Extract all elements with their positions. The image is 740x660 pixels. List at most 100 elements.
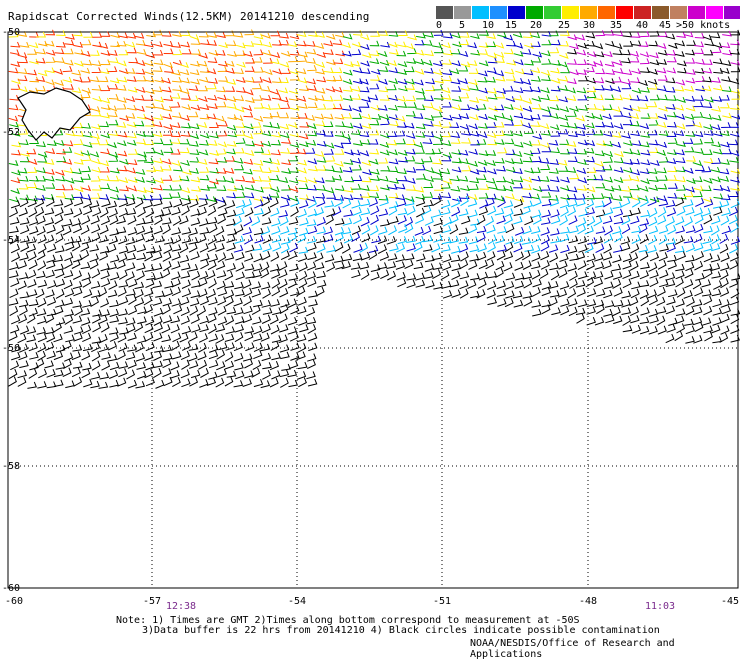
wind-barb <box>127 48 136 53</box>
wind-barb <box>461 138 470 143</box>
wind-barb <box>666 334 674 343</box>
wind-barb <box>622 308 631 315</box>
wind-barb <box>245 150 254 155</box>
wind-barb <box>255 235 264 243</box>
wind-barb <box>452 96 461 101</box>
wind-barb <box>64 270 73 277</box>
wind-barb <box>414 142 423 147</box>
wind-barb <box>686 78 695 83</box>
wind-barb <box>416 94 425 99</box>
wind-barb <box>578 261 586 270</box>
wind-barb <box>488 298 497 305</box>
wind-barb <box>541 143 550 148</box>
wind-barb <box>145 362 153 370</box>
wind-barb <box>135 33 144 38</box>
wind-barb <box>101 271 109 279</box>
wind-barb <box>83 289 91 297</box>
wind-barb <box>37 327 46 334</box>
wind-barb <box>641 179 649 184</box>
wind-barb <box>380 114 389 119</box>
wind-barb <box>342 113 351 118</box>
wind-barb <box>325 143 334 148</box>
wind-barb <box>605 315 614 323</box>
wind-barb <box>424 272 433 279</box>
wind-barb <box>127 133 136 138</box>
wind-barb <box>200 227 209 234</box>
wind-barb <box>702 186 711 191</box>
wind-barb <box>92 361 100 371</box>
wind-barb <box>99 382 108 388</box>
wind-barb <box>136 263 145 271</box>
wind-barb <box>560 68 569 73</box>
wind-barb <box>461 196 469 206</box>
wind-barb <box>20 225 28 233</box>
wind-barb <box>218 306 226 315</box>
wind-barb <box>469 224 477 233</box>
wind-barb <box>218 142 226 147</box>
wind-barb <box>487 225 496 233</box>
wind-barb <box>252 317 261 324</box>
wind-barb <box>550 159 559 164</box>
wind-barb <box>380 133 389 138</box>
wind-barb <box>504 86 513 91</box>
wind-barb <box>729 244 737 253</box>
wind-barb <box>180 78 189 83</box>
wind-barb <box>705 41 714 46</box>
wind-barb <box>324 41 333 46</box>
wind-barb <box>82 351 90 360</box>
wind-barb <box>153 199 162 206</box>
wind-barb <box>298 168 307 173</box>
wind-barb <box>280 217 288 226</box>
wind-barb <box>271 208 279 216</box>
wind-barb <box>532 301 541 308</box>
wind-barb <box>712 115 721 120</box>
wind-barb <box>271 150 280 155</box>
wind-barb <box>414 262 423 269</box>
wind-barb <box>604 193 613 198</box>
wind-barb <box>362 233 370 242</box>
wind-barb <box>164 62 173 67</box>
wind-barb <box>730 150 739 155</box>
wind-barb <box>659 157 668 163</box>
wind-barb <box>623 168 632 173</box>
wind-barb <box>137 244 146 251</box>
wind-barb <box>91 372 100 379</box>
wind-barb <box>595 161 604 166</box>
wind-barb <box>514 60 523 65</box>
wind-barb <box>272 94 281 99</box>
wind-barb <box>73 77 82 82</box>
wind-barb <box>488 53 497 58</box>
wind-barb <box>470 169 479 174</box>
wind-barb <box>144 226 153 234</box>
wind-barb <box>488 235 496 245</box>
wind-barb <box>720 95 729 100</box>
wind-barb <box>263 235 271 244</box>
wind-barb <box>686 40 695 45</box>
wind-barb <box>513 291 522 298</box>
wind-barb <box>632 41 641 46</box>
wind-barb <box>128 295 136 305</box>
wind-barb <box>254 34 263 39</box>
wind-barb <box>27 167 36 172</box>
wind-barb <box>513 32 522 37</box>
wind-barb <box>711 167 720 172</box>
wind-barb <box>703 102 712 107</box>
wind-barb <box>469 261 477 270</box>
wind-barb <box>577 69 586 74</box>
wind-barb <box>560 216 568 226</box>
wind-barb <box>676 185 685 190</box>
wind-barb <box>209 224 217 233</box>
wind-barb <box>11 79 20 84</box>
wind-barb <box>234 342 242 350</box>
wind-barb <box>307 354 316 362</box>
wind-barb <box>334 161 343 166</box>
wind-barb <box>298 317 306 325</box>
wind-barb <box>11 150 20 155</box>
wind-barb <box>163 130 172 135</box>
wind-barb <box>560 149 569 154</box>
wind-barb <box>522 123 530 128</box>
wind-barb <box>416 198 425 206</box>
wind-barb <box>397 69 406 74</box>
wind-barb <box>577 159 586 164</box>
wind-barb <box>343 167 352 172</box>
